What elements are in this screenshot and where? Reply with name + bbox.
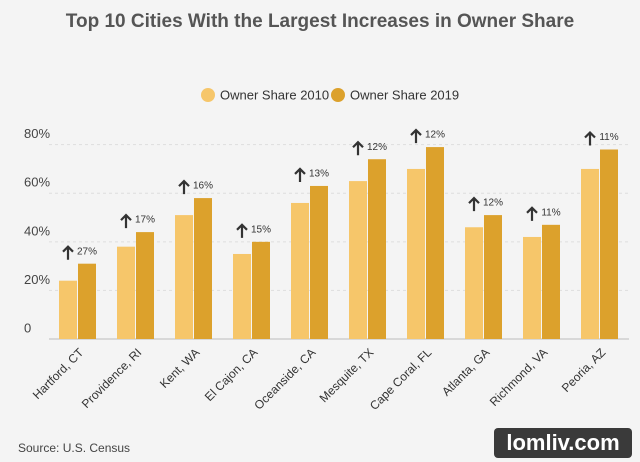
bar	[581, 168, 599, 339]
x-tick-label: Atlanta, GA	[439, 345, 492, 398]
increase-arrow	[468, 196, 480, 212]
y-tick-label: 80%	[24, 126, 50, 141]
y-tick-label: 60%	[24, 175, 50, 190]
increase-label: 27%	[77, 246, 97, 257]
legend-swatch	[331, 88, 345, 102]
x-tick-label: Providence, RI	[79, 345, 145, 411]
x-tick-label: Oceanside, CA	[251, 345, 318, 412]
bar	[349, 181, 367, 339]
source: Source: U.S. Census	[18, 441, 130, 455]
bar	[600, 149, 618, 339]
chart-title: Top 10 Cities With the Largest Increases…	[66, 11, 574, 32]
y-tick-label: 40%	[24, 223, 50, 238]
legend-label: Owner Share 2010	[220, 87, 329, 102]
bar	[368, 159, 386, 339]
increase-label: 13%	[309, 169, 329, 180]
bar	[136, 232, 154, 339]
increase-label: 16%	[193, 181, 213, 192]
increase-label: 12%	[367, 142, 387, 153]
increase-arrow	[294, 167, 306, 182]
y-tick-label: 0	[24, 320, 31, 335]
increase-arrow	[120, 213, 132, 229]
watermark: lomliv.com	[506, 430, 619, 455]
bar	[310, 185, 328, 339]
increase-arrow	[352, 140, 364, 156]
increase-label: 11%	[599, 132, 618, 143]
x-tick-label: Peoria, AZ	[559, 345, 609, 395]
increase-arrow	[526, 206, 538, 221]
bar	[484, 215, 502, 339]
increase-label: 12%	[483, 198, 503, 209]
x-tick-label: Cape Coral, FL	[367, 345, 435, 413]
increase-arrow	[584, 130, 596, 146]
x-tick-label: Kent, WA	[157, 345, 202, 390]
y-tick-label: 20%	[24, 272, 50, 287]
x-tick-label: Richmond, VA	[487, 345, 551, 409]
bar	[252, 241, 270, 339]
legend-swatch	[201, 88, 215, 102]
bar	[426, 147, 444, 339]
increase-label: 17%	[135, 215, 155, 226]
legend-label: Owner Share 2019	[350, 87, 459, 102]
increase-arrow	[236, 223, 248, 238]
bar	[523, 236, 541, 339]
increase-label: 15%	[251, 224, 271, 235]
increase-label: 12%	[425, 130, 445, 141]
x-tick-label: Hartford, CT	[30, 345, 87, 402]
bar	[465, 227, 483, 339]
x-tick-label: Mesquite, TX	[317, 345, 377, 405]
bar	[194, 198, 212, 339]
bar	[117, 246, 135, 339]
increase-label: 11%	[541, 207, 560, 218]
bar	[291, 202, 309, 339]
increase-arrow	[62, 245, 74, 260]
bar	[542, 224, 560, 339]
increase-arrow	[410, 128, 422, 144]
watermark-box	[494, 428, 632, 458]
bar	[59, 280, 77, 339]
increase-arrow	[178, 179, 190, 195]
bar	[175, 215, 193, 339]
bar	[78, 263, 96, 339]
bar	[407, 168, 425, 339]
bar	[233, 253, 251, 339]
x-tick-label: El Cajon, CA	[202, 345, 260, 403]
